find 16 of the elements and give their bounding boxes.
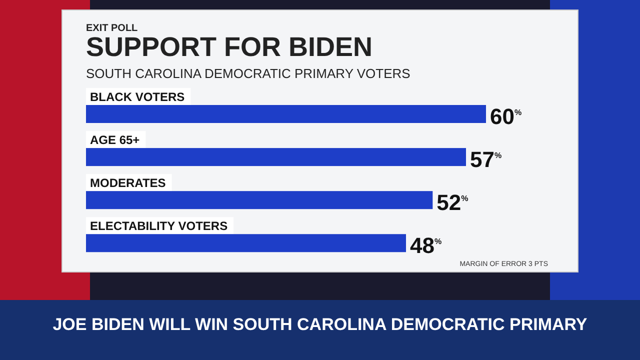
y-tick-label: AGE 65+ xyxy=(90,133,140,148)
chart-subtitle: SOUTH CAROLINA DEMOCRATIC PRIMARY VOTERS xyxy=(86,66,411,81)
chart-title: SUPPORT FOR BIDEN xyxy=(86,32,373,62)
data-label: 52$^{%}$ xyxy=(436,190,468,216)
y-tick-label: MODERATES xyxy=(90,176,166,190)
text: JOE BIDEN WILL WIN SOUTH CAROLINA DEMOCRATIC PRIMARY xyxy=(52,315,588,334)
data-label: 60$^{%}$ xyxy=(490,104,522,129)
y-tick-label: BLACK VOTERS xyxy=(90,90,185,104)
bar xyxy=(86,234,406,252)
bar xyxy=(86,148,466,166)
data-label: 57$^{%}$ xyxy=(470,147,502,172)
y-tick-label: ELECTABILITY VOTERS xyxy=(90,219,228,234)
bar xyxy=(86,191,433,210)
text: EXIT POLL xyxy=(86,23,138,34)
bar xyxy=(86,105,486,123)
data-label: 48$^{%}$ xyxy=(410,233,442,258)
